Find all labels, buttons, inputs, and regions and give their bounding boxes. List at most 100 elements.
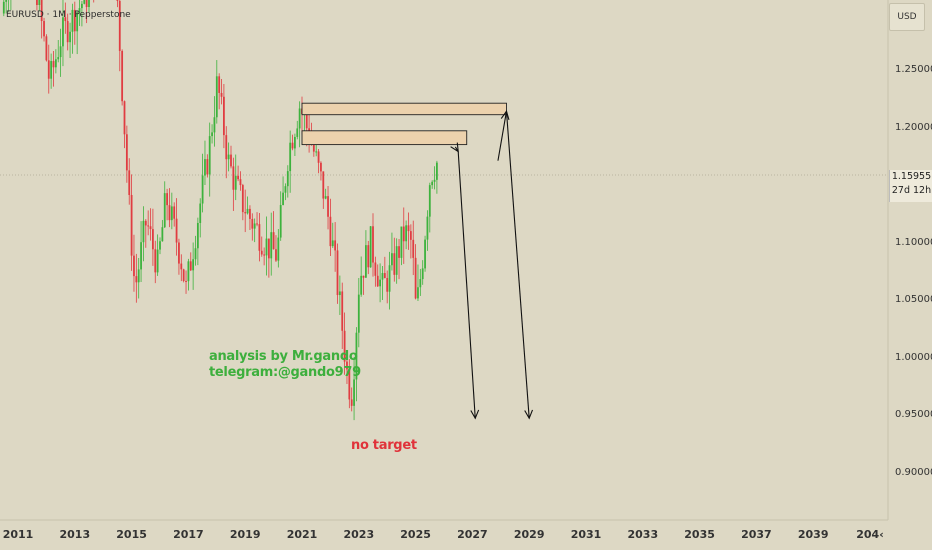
- candle-up: [234, 175, 237, 190]
- candle-down: [47, 60, 50, 79]
- candle-down: [329, 216, 332, 247]
- candle-up: [204, 159, 206, 176]
- candle-down: [374, 262, 377, 276]
- time-tick-label: 2023: [343, 528, 375, 541]
- currency-button[interactable]: USD: [889, 3, 925, 31]
- candle-up: [419, 279, 422, 288]
- price-tick-label: 0.90000: [895, 466, 932, 478]
- candle-down: [343, 330, 346, 362]
- candle-down: [244, 212, 247, 214]
- candle-up: [140, 242, 142, 270]
- candle-down: [322, 171, 325, 199]
- candle-down: [128, 170, 131, 195]
- candle-up: [426, 216, 429, 240]
- candle-up: [428, 185, 431, 217]
- candle-up: [289, 142, 292, 172]
- projection-arrow-line[interactable]: [457, 151, 476, 419]
- projection-arrow-line[interactable]: [505, 111, 530, 419]
- candle-down: [185, 280, 187, 282]
- candle-up: [211, 132, 213, 137]
- analysis-credit: analysis by Mr.gando telegram:@gando979: [209, 349, 361, 381]
- candle-down: [341, 291, 344, 331]
- candle-down: [178, 242, 180, 264]
- candle-down: [123, 101, 126, 135]
- candle-up: [324, 196, 327, 199]
- candle-up: [405, 225, 408, 242]
- candle-up: [192, 259, 195, 271]
- candle-down: [362, 275, 365, 278]
- projection-arrow-head: [470, 409, 480, 420]
- time-tick-label: 2027: [457, 528, 488, 541]
- candle-up: [62, 17, 64, 47]
- candle-down: [149, 226, 152, 230]
- candle-up: [246, 208, 249, 214]
- candle-up: [215, 76, 218, 118]
- time-tick-label: 2015: [116, 528, 147, 541]
- candle-down: [346, 361, 348, 370]
- candle-down: [130, 194, 133, 256]
- candle-down: [258, 224, 261, 251]
- candle-up: [353, 379, 355, 406]
- candle-down: [147, 225, 150, 227]
- candle-down: [230, 154, 232, 167]
- time-tick-label: 2035: [684, 528, 715, 541]
- candle-down: [225, 135, 228, 160]
- candle-up: [83, 0, 86, 4]
- candle-up: [50, 61, 53, 79]
- candle-down: [402, 226, 405, 242]
- candle-down: [175, 218, 178, 243]
- candle-down: [412, 239, 415, 258]
- price-tick-label: 1.25000: [895, 64, 932, 75]
- candle-up: [208, 136, 211, 175]
- candle-down: [168, 205, 171, 221]
- time-tick-label: 2017: [173, 528, 204, 541]
- candle-down: [73, 9, 76, 32]
- candle-up: [315, 151, 318, 153]
- supply-zone-2[interactable]: [301, 130, 468, 146]
- candle-up: [355, 332, 358, 380]
- candle-up: [88, 0, 90, 8]
- candle-down: [166, 193, 168, 206]
- candle-up: [357, 294, 360, 333]
- candle-up: [431, 181, 434, 186]
- candle-down: [393, 253, 396, 275]
- candle-down: [398, 246, 400, 258]
- supply-zone-1[interactable]: [301, 102, 507, 116]
- candle-down: [182, 269, 185, 281]
- candle-down: [249, 208, 251, 219]
- candle-down: [239, 179, 242, 186]
- time-tick-label: 2021: [286, 528, 318, 541]
- candle-down: [372, 226, 374, 263]
- candle-down: [350, 399, 353, 406]
- candle-up: [424, 239, 426, 269]
- price-tick-label: 1.05000: [895, 294, 932, 305]
- candle-up: [417, 287, 419, 299]
- candle-down: [173, 206, 176, 219]
- candle-down: [133, 255, 135, 277]
- candle-down: [125, 134, 128, 171]
- candle-down: [218, 76, 221, 93]
- candle-down: [317, 151, 320, 163]
- candle-up: [284, 186, 287, 193]
- candle-down: [66, 21, 69, 43]
- projection-arrow-head: [524, 409, 534, 420]
- candle-up: [294, 136, 296, 149]
- projection-arrow-line[interactable]: [497, 111, 508, 161]
- candle-down: [409, 231, 412, 240]
- candle-down: [40, 0, 43, 22]
- candle-up: [199, 203, 202, 223]
- candle-up: [253, 223, 256, 229]
- candle-down: [267, 238, 270, 259]
- candle-down: [45, 36, 48, 61]
- candle-down: [275, 249, 277, 261]
- candle-up: [57, 57, 60, 60]
- candle-down: [334, 240, 337, 251]
- candle-up: [265, 238, 268, 256]
- symbol-label[interactable]: EURUSD · 1M · Pepperstone: [6, 10, 131, 20]
- time-tick-label: 2013: [59, 528, 91, 541]
- candle-up: [331, 240, 334, 247]
- candle-up: [381, 273, 384, 280]
